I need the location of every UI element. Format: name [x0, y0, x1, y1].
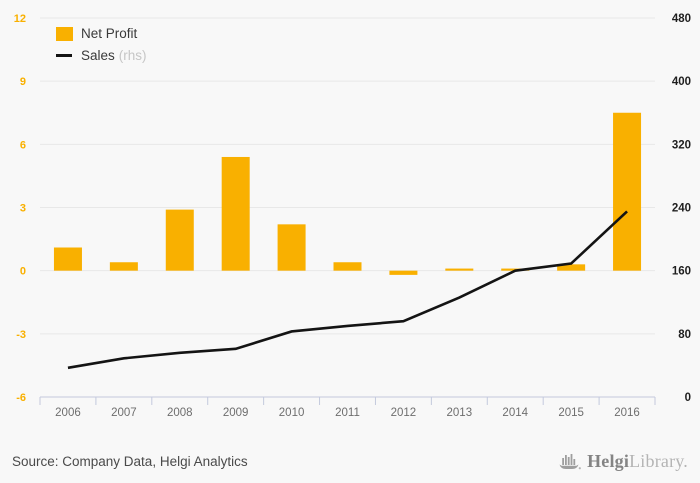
x-axis-year-label: 2009 — [223, 407, 249, 419]
right-axis-tick-label: 480 — [672, 13, 691, 25]
net-profit-bar-2016 — [613, 112, 642, 271]
x-axis-year-label: 2013 — [447, 407, 473, 419]
x-axis-year-label: 2010 — [279, 407, 305, 419]
chart-footer: Source: Company Data, Helgi Analytics He… — [0, 440, 700, 483]
right-axis-tick-label: 0 — [685, 392, 691, 404]
left-axis-tick-label: -3 — [16, 329, 26, 341]
left-axis-tick-label: 12 — [14, 13, 26, 25]
source-attribution: Source: Company Data, Helgi Analytics — [12, 454, 248, 469]
legend-label-sales: Sales — [81, 48, 115, 63]
right-axis-tick-label: 160 — [672, 266, 691, 278]
x-axis-year-label: 2008 — [167, 407, 193, 419]
left-axis-tick-label: 3 — [20, 203, 26, 215]
net-profit-bar-2015 — [557, 264, 586, 271]
legend-label-net-profit: Net Profit — [81, 26, 138, 41]
sales-line — [67, 210, 628, 370]
net-profit-sales-chart: 12 9 6 3 0 -3 -6 480 400 320 240 160 80 0 2006 2007 2008… — [14, 13, 691, 419]
legend-item-sales: Sales (rhs) — [56, 48, 147, 63]
logo-wordmark: HelgiLibrary. — [587, 451, 688, 472]
legend-suffix-rhs: (rhs) — [118, 48, 147, 63]
right-axis-tick-label: 320 — [672, 139, 691, 151]
x-axis-year-label: 2014 — [502, 407, 528, 419]
left-axis-tick-label: 0 — [20, 266, 26, 278]
legend-item-net-profit: Net Profit — [56, 26, 147, 41]
x-axis-year-label: 2007 — [111, 407, 137, 419]
x-axis-year-label: 2011 — [335, 407, 360, 419]
net-profit-bar-2007 — [109, 262, 138, 271]
chart-legend: Net Profit Sales (rhs) — [56, 26, 147, 63]
left-axis-tick-label: 6 — [20, 139, 26, 151]
right-axis-tick-label: 400 — [672, 76, 691, 88]
x-axis-year-label: 2016 — [614, 407, 640, 419]
left-axis-tick-label: 9 — [20, 76, 26, 88]
ship-hull — [559, 464, 579, 469]
logo-helgi: Helgi — [587, 451, 630, 471]
x-axis-year-label: 2012 — [391, 407, 417, 419]
net-profit-bar-2013 — [445, 268, 474, 271]
helgi-library-logo: HelgiLibrary. — [558, 450, 688, 474]
right-axis-tick-label: 80 — [678, 329, 691, 341]
net-profit-bar-2011 — [333, 262, 362, 271]
x-axis-year-label: 2006 — [55, 407, 81, 419]
net-profit-bar-2009 — [221, 156, 250, 271]
net-profit-bar-2008 — [165, 209, 194, 271]
net-profit-bar-2012 — [389, 270, 418, 275]
net-profit-swatch-icon — [56, 26, 73, 41]
viking-ship-icon — [559, 453, 581, 469]
left-axis-tick-label: -6 — [16, 392, 26, 404]
net-profit-bar-2006 — [53, 247, 82, 271]
right-axis-tick-label: 240 — [672, 203, 691, 215]
x-axis-year-label: 2015 — [558, 407, 584, 419]
net-profit-bar-2010 — [277, 224, 306, 271]
sales-line-swatch-icon — [56, 54, 72, 57]
logo-library: Library. — [629, 451, 688, 471]
